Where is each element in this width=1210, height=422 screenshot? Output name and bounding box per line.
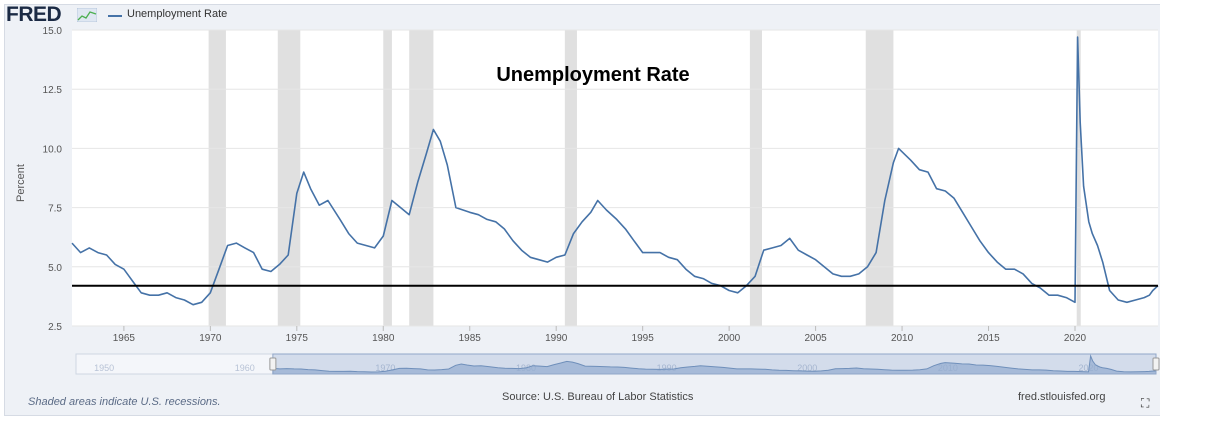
fullscreen-icon[interactable]: ⛶ [1141,396,1150,410]
recession-band [749,30,762,326]
x-tick-label: 1980 [372,333,395,344]
navigator-selection[interactable] [272,353,1157,375]
x-tick-label: 1985 [459,333,482,344]
navigator-series-area [272,353,1157,375]
recession-band [383,30,392,326]
x-tick-label: 2015 [977,333,1000,344]
navigator-tick-label: 2000 [797,363,817,373]
recession-note: Shaded areas indicate U.S. recessions. [28,396,221,408]
x-tick-label: 1975 [286,333,309,344]
y-tick-label: 2.5 [48,322,62,333]
x-tick-label: 2005 [804,333,827,344]
recession-band [564,30,577,326]
recession-band [1076,30,1081,326]
right-margin [1160,0,1210,422]
source-text: Source: U.S. Bureau of Labor Statistics [502,391,694,403]
x-tick-label: 1990 [545,333,568,344]
y-axis-label: Percent [15,164,27,202]
y-tick-label: 5.0 [48,263,62,274]
legend-label[interactable]: Unemployment Rate [127,8,228,20]
navigator-tick-label: 1970 [375,363,395,373]
x-tick-label: 1965 [113,333,136,344]
legend-swatch [108,15,122,17]
plot-background [72,30,1158,326]
navigator-handle[interactable] [1152,357,1160,371]
x-tick-label: 1995 [632,333,655,344]
recession-band [208,30,226,326]
recession-band [865,30,894,326]
y-tick-label: 7.5 [48,204,62,215]
x-tick-label: 2000 [718,333,741,344]
chart-title: Unemployment Rate [496,64,689,86]
navigator-handle[interactable] [269,357,277,371]
recession-band [409,30,434,326]
x-tick-label: 2020 [1064,333,1087,344]
navigator-tick-label: 1950 [94,363,114,373]
recession-band [277,30,301,326]
navigator-tick-label: 2020 [1078,363,1098,373]
y-tick-label: 15.0 [43,26,63,37]
x-tick-label: 1970 [199,333,222,344]
site-link[interactable]: fred.stlouisfed.org [1018,391,1106,403]
navigator-tick-label: 1990 [657,363,677,373]
y-tick-label: 12.5 [43,85,63,96]
navigator-tick-label: 1960 [235,363,255,373]
x-tick-label: 2010 [891,333,914,344]
series-line[interactable] [71,36,1159,306]
fred-logo[interactable]: FRED [6,3,62,26]
fred-logo-graph-icon [77,8,97,22]
y-tick-label: 10.0 [43,144,63,155]
